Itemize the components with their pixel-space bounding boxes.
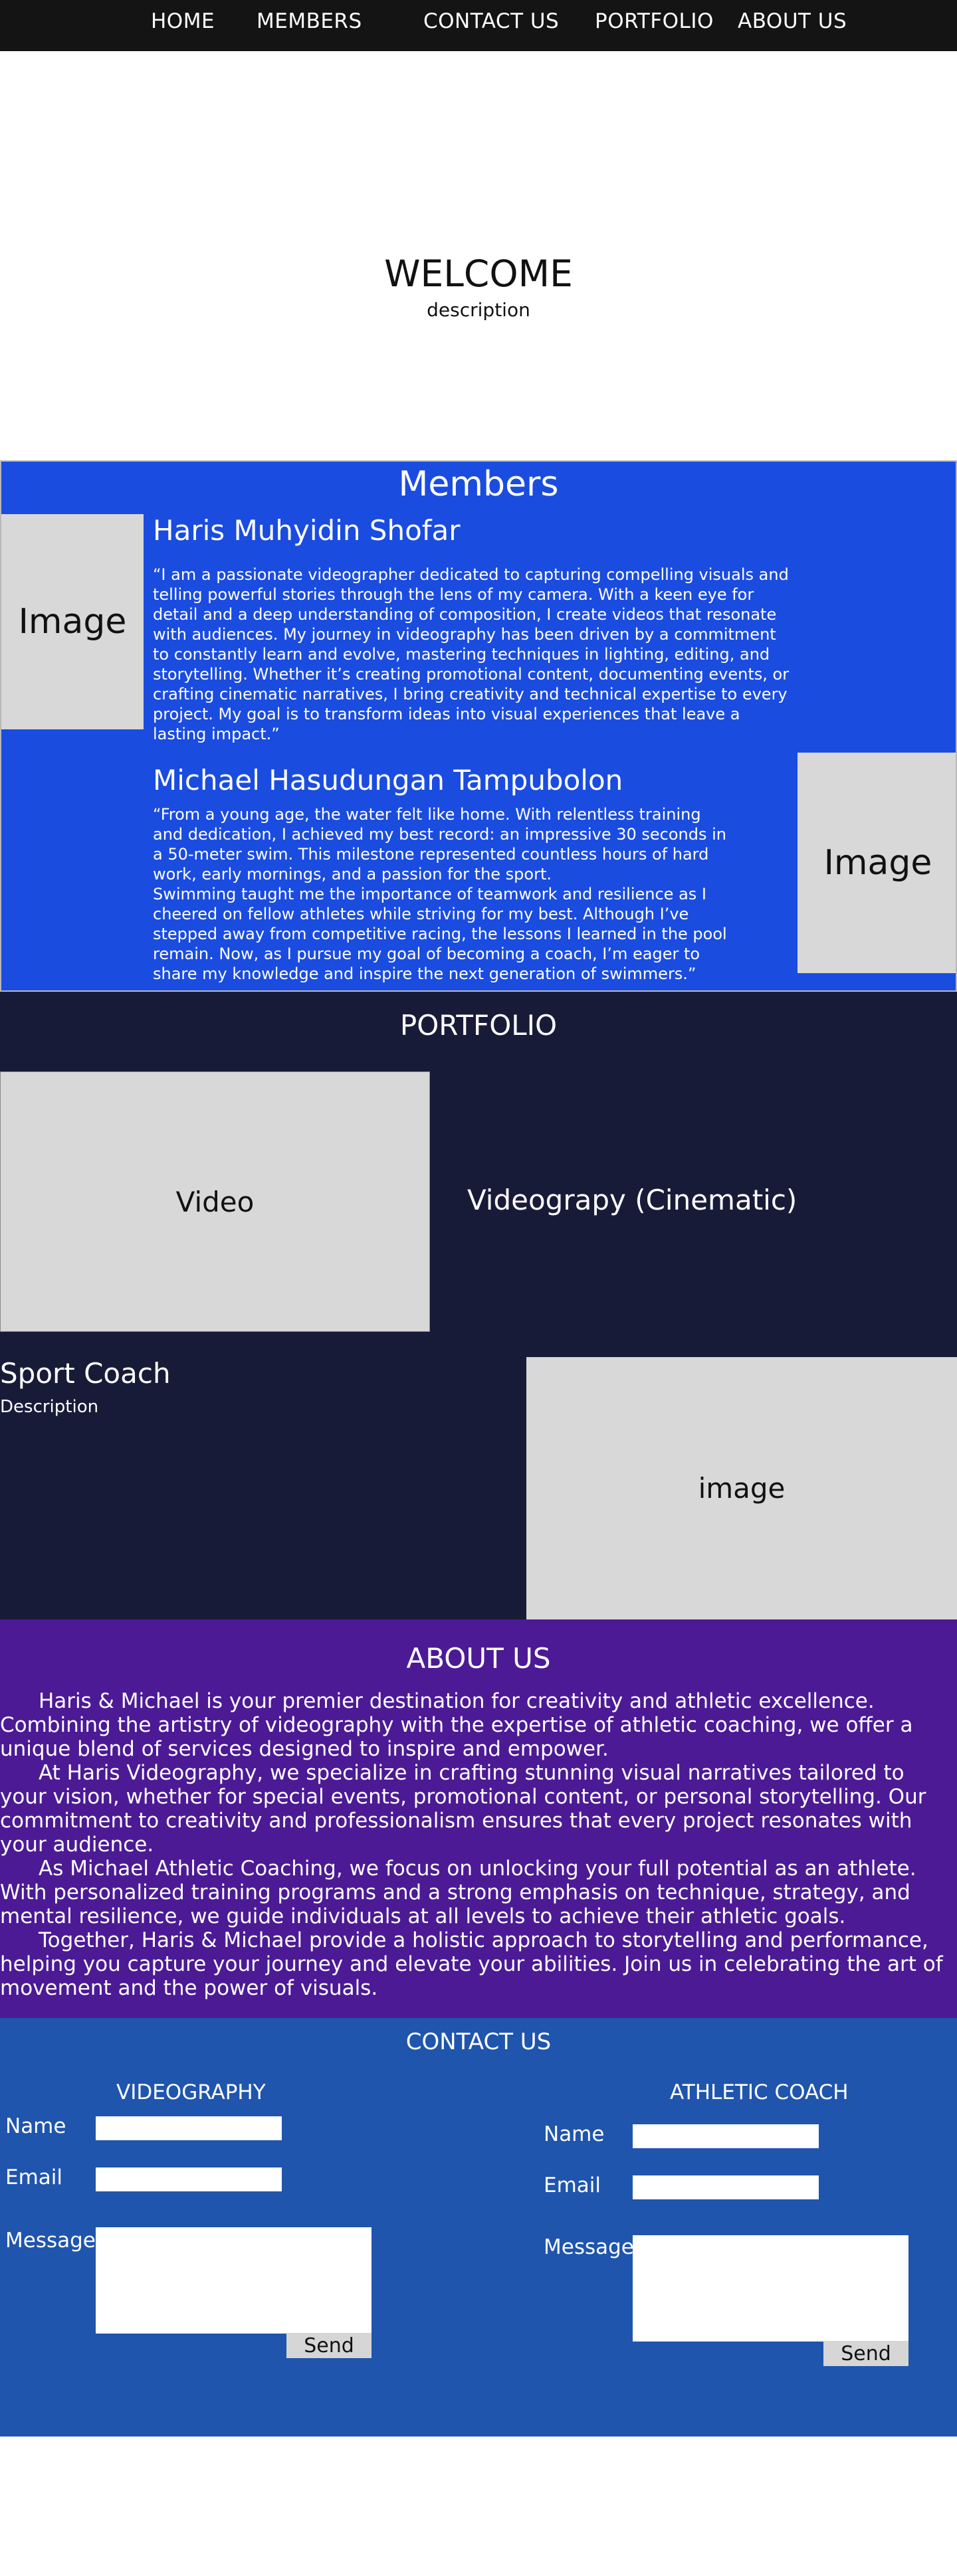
- member-2-image-label: Image: [823, 843, 932, 883]
- member-2-name: Michael Hasudungan Tampubolon: [153, 764, 623, 796]
- about-title: ABOUT US: [406, 1642, 551, 1675]
- nav-members[interactable]: MEMBERS: [257, 9, 362, 33]
- videography-form-title: VIDEOGRAPHY: [116, 2080, 266, 2104]
- coach-send-button[interactable]: Send: [823, 2341, 908, 2366]
- member-1-name: Haris Muhyidin Shofar: [153, 514, 461, 547]
- coach-image-placeholder: image: [526, 1357, 957, 1619]
- video-placeholder[interactable]: Video: [0, 1071, 430, 1332]
- member-1-image: Image: [1, 514, 144, 729]
- about-paragraph-3: As Michael Athletic Coaching, we focus o…: [0, 1857, 916, 1928]
- member-1-image-label: Image: [18, 602, 127, 642]
- coach-name-label: Name: [544, 2122, 605, 2146]
- videography-name-input[interactable]: [96, 2116, 282, 2140]
- member-2-image: Image: [798, 753, 956, 973]
- videography-email-label: Email: [5, 2165, 63, 2189]
- members-title: Members: [398, 464, 559, 504]
- nav-portfolio[interactable]: PORTFOLIO: [595, 9, 714, 33]
- about-body: Haris & Michael is your premier destinat…: [0, 1689, 957, 2000]
- portfolio-section: PORTFOLIO Video Videograpy (Cinematic) S…: [0, 992, 957, 1619]
- about-section: ABOUT US Haris & Michael is your premier…: [0, 1619, 957, 2018]
- member-2-bio-p2: Swimming taught me the importance of tea…: [153, 885, 727, 983]
- nav-about-us[interactable]: ABOUT US: [738, 9, 847, 33]
- hero-title: WELCOME: [384, 252, 573, 295]
- videography-title: Videograpy (Cinematic): [467, 1184, 798, 1216]
- member-2-bio-p1: “From a young age, the water felt like h…: [153, 805, 727, 883]
- hero-description: description: [427, 299, 530, 321]
- videography-message-label: Message: [5, 2229, 96, 2253]
- coach-email-label: Email: [544, 2173, 601, 2197]
- portfolio-title: PORTFOLIO: [399, 1009, 558, 1042]
- videography-send-button[interactable]: Send: [286, 2333, 372, 2358]
- videography-message-input[interactable]: [96, 2227, 372, 2334]
- contact-section: CONTACT US VIDEOGRAPHY Name Email Messag…: [0, 2018, 957, 2437]
- coach-image-label: image: [698, 1472, 786, 1505]
- videography-name-label: Name: [5, 2114, 66, 2138]
- coach-form-title: ATHLETIC COACH: [670, 2080, 849, 2104]
- about-paragraph-4: Together, Haris & Michael provide a holi…: [0, 1928, 943, 2000]
- coach-message-input[interactable]: [633, 2235, 908, 2342]
- members-section: Members Image Haris Muhyidin Shofar “I a…: [0, 460, 957, 992]
- nav-contact-us[interactable]: CONTACT US: [423, 9, 560, 33]
- top-nav: HOME MEMBERS CONTACT US PORTFOLIO ABOUT …: [0, 0, 957, 51]
- sport-coach-title: Sport Coach: [0, 1357, 171, 1390]
- coach-message-label: Message: [544, 2235, 634, 2259]
- contact-title: CONTACT US: [405, 2029, 552, 2055]
- coach-name-input[interactable]: [633, 2124, 819, 2148]
- sport-coach-description: Description: [0, 1397, 99, 1417]
- member-2-bio: “From a young age, the water felt like h…: [153, 804, 731, 984]
- video-label: Video: [175, 1185, 255, 1218]
- about-paragraph-1: Haris & Michael is your premier destinat…: [0, 1689, 913, 1761]
- member-1-bio: “I am a passionate videographer dedicate…: [153, 565, 790, 743]
- nav-home[interactable]: HOME: [151, 9, 215, 33]
- videography-email-input[interactable]: [96, 2167, 282, 2191]
- coach-email-input[interactable]: [633, 2175, 819, 2199]
- about-paragraph-2: At Haris Videography, we specialize in c…: [0, 1761, 926, 1857]
